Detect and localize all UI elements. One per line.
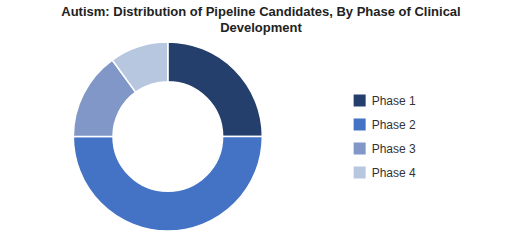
legend-swatch — [354, 119, 366, 131]
slices — [73, 42, 262, 231]
chart-svg: Autism: Distribution of Pipeline Candida… — [0, 0, 522, 237]
slice — [73, 137, 262, 232]
legend: Phase 1 Phase 2 Phase 3 Phase 4 — [354, 94, 416, 180]
legend-label: Phase 1 — [372, 94, 416, 108]
legend-label: Phase 4 — [372, 166, 416, 180]
legend-swatch — [354, 167, 366, 179]
title-line: Autism: Distribution of Pipeline Candida… — [61, 4, 460, 19]
title-line: Development — [220, 20, 302, 35]
legend-label: Phase 2 — [372, 118, 416, 132]
legend-label: Phase 3 — [372, 142, 416, 156]
legend-swatch — [354, 143, 366, 155]
title: Autism: Distribution of Pipeline Candida… — [61, 4, 460, 35]
slice — [168, 42, 263, 137]
chart-container: Autism: Distribution of Pipeline Candida… — [0, 0, 522, 237]
legend-swatch — [354, 95, 366, 107]
slice — [112, 42, 168, 92]
